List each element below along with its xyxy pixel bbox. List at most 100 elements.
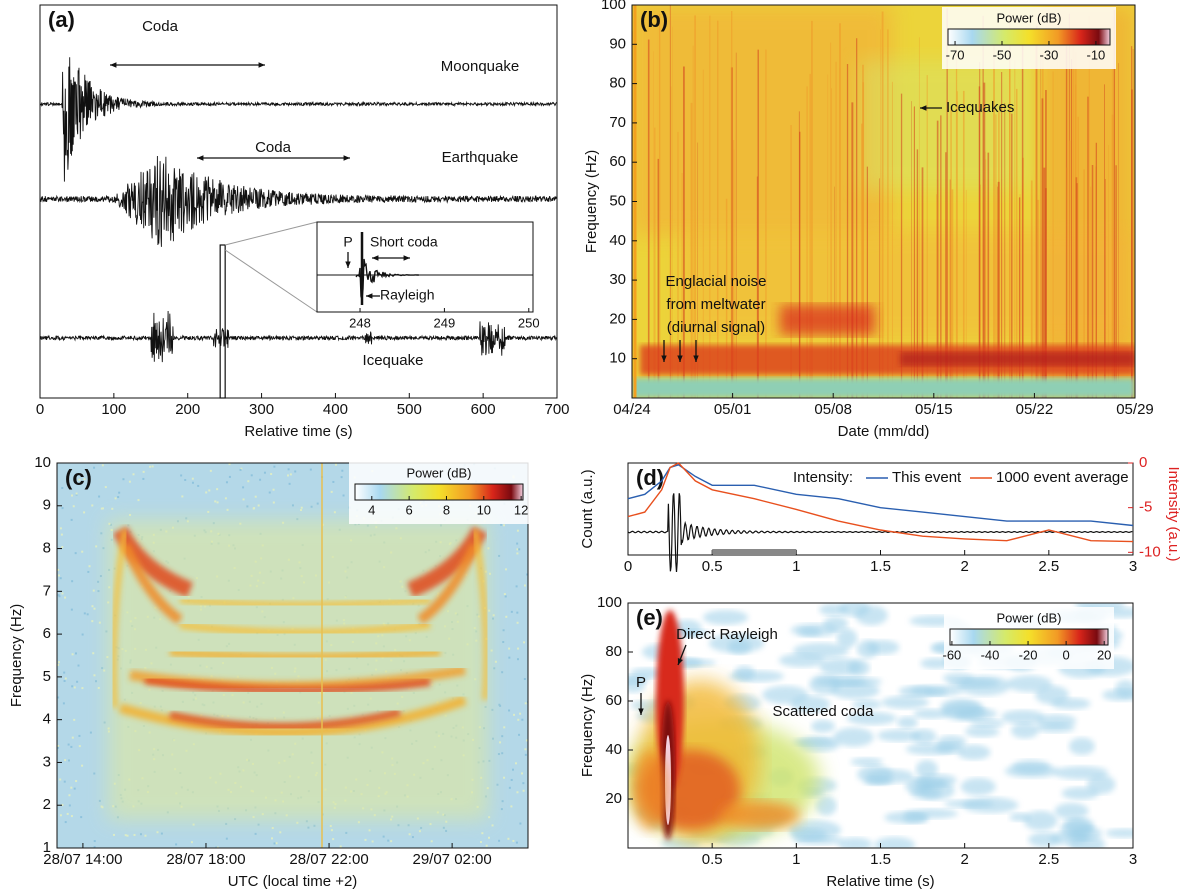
x-axis-title: Relative time (s) [244, 423, 352, 440]
spectral-band [118, 695, 467, 738]
speckle [78, 745, 81, 748]
speckle [524, 702, 527, 705]
y-tick-label: 10 [34, 454, 51, 471]
speckle [516, 791, 519, 794]
legend-bg [790, 466, 1130, 490]
speckle [522, 782, 525, 785]
blob [833, 727, 874, 747]
inset-tick-label: 248 [349, 315, 371, 330]
colorbar-title: Power (dB) [996, 610, 1061, 625]
arrow-head [638, 708, 644, 715]
speckle [268, 491, 271, 494]
speckle [253, 507, 256, 510]
speckle [497, 753, 500, 756]
colorbar-tick-label: -70 [946, 47, 965, 62]
speckle [74, 552, 77, 555]
colorbar-tick-label: 0 [1063, 647, 1070, 662]
blob [1006, 675, 1053, 692]
speckle [58, 595, 61, 598]
speckle [80, 816, 83, 819]
speckle [61, 592, 64, 595]
speckle [61, 507, 64, 510]
speckle [488, 572, 491, 575]
plot-frame [56, 462, 529, 849]
blob [1023, 810, 1058, 831]
blob [837, 837, 873, 848]
speckle [523, 678, 526, 681]
arrow-head [920, 105, 927, 111]
speckle [216, 488, 219, 491]
speckle [151, 465, 154, 468]
speckle [263, 471, 266, 474]
spectrogram-band [632, 378, 1135, 398]
y-tick-label: 60 [605, 692, 622, 709]
speckle [430, 840, 433, 843]
speckle [81, 550, 84, 553]
blob [877, 729, 921, 742]
speckle [503, 593, 506, 596]
speckle [275, 842, 278, 845]
spectral-band [120, 542, 183, 625]
speckle [209, 469, 212, 472]
x-tick-label: 0 [624, 558, 632, 575]
y-axis-title: Frequency (Hz) [8, 604, 25, 707]
blob [913, 708, 949, 719]
speckle [208, 489, 211, 492]
x-tick-label: 05/08 [814, 401, 852, 418]
panel-label: (b) [640, 7, 668, 32]
speckle [225, 837, 228, 840]
speckle [518, 548, 521, 551]
speckle [126, 834, 129, 837]
speckle [58, 574, 61, 577]
speckle [132, 473, 135, 476]
speckle [75, 652, 78, 655]
waveform [627, 493, 1133, 573]
annotation: P [343, 234, 352, 250]
speckle [100, 507, 103, 510]
blob [818, 603, 848, 616]
speckle [63, 671, 66, 674]
x-tick-label: 500 [397, 401, 422, 418]
speckle [487, 547, 490, 550]
blob [962, 797, 1019, 814]
spectrogram-region [632, 5, 892, 235]
blob [1004, 764, 1059, 778]
speckle [83, 511, 86, 514]
speckle [371, 840, 374, 843]
speckle [333, 511, 336, 514]
colorbar-tick-label: 10 [477, 502, 491, 517]
blob [881, 695, 930, 709]
speckle [91, 605, 94, 608]
speckle [332, 838, 335, 841]
blob [918, 780, 955, 800]
blob [720, 801, 800, 829]
speckle [286, 474, 289, 477]
x-tick-label: 05/01 [714, 401, 752, 418]
legend-label: 1000 event average [996, 469, 1129, 486]
annotation: Scattered coda [773, 703, 875, 720]
speckle [93, 607, 96, 610]
speckle [250, 474, 253, 477]
arrow-head [197, 155, 204, 161]
speckle [61, 803, 64, 806]
speckle [57, 594, 60, 597]
y-tick-label: 20 [609, 310, 626, 327]
blob [778, 653, 826, 668]
speckle [78, 478, 81, 481]
speckle [92, 589, 95, 592]
speckle [190, 841, 193, 844]
speckle [75, 492, 78, 495]
speckle [83, 478, 86, 481]
speckle [288, 482, 291, 485]
speckle [519, 822, 522, 825]
y-tick-label: 60 [609, 153, 626, 170]
colorbar-tick-label: 12 [514, 502, 528, 517]
speckle [515, 841, 518, 844]
colorbar-tick-label: -20 [1019, 647, 1038, 662]
y-tick-label: 8 [43, 540, 51, 557]
speckle [512, 839, 515, 842]
speckle [97, 590, 100, 593]
y-tick-label: 40 [605, 741, 622, 758]
speckle [67, 743, 70, 746]
speckle [71, 494, 74, 497]
